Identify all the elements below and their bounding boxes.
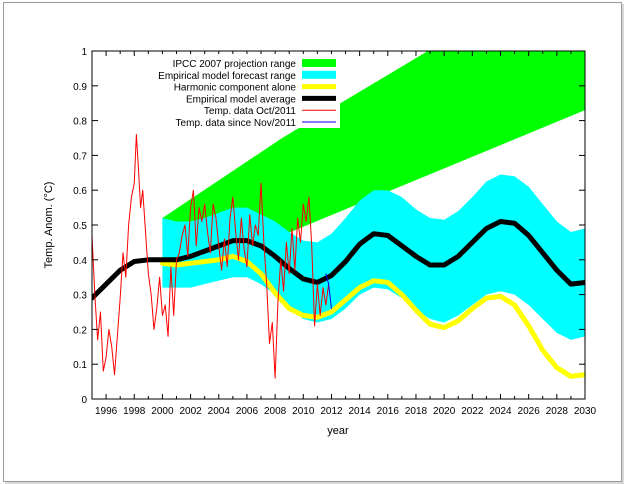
y-axis-label: Temp. Anom. (°C) [43,182,55,269]
x-tick-label: 2030 [574,406,597,417]
y-tick-label: 0.6 [73,186,87,197]
y-tick-label: 0.5 [73,221,87,232]
legend-swatch-empirical-model-forecast-range [302,70,336,79]
y-tick-label: 0.1 [73,360,87,371]
x-tick-label: 2002 [179,406,202,417]
x-tick-label: 2028 [546,406,569,417]
x-tick-label: 2024 [489,406,512,417]
y-tick-label: 1 [81,47,87,58]
y-tick-label: 0.7 [73,151,87,162]
x-tick-label: 2016 [377,406,400,417]
legend-label-empirical-model-forecast-range: Empirical model forecast range [158,71,296,82]
legend-label-harmonic-component-alone: Harmonic component alone [174,83,297,94]
y-tick-label: 0.2 [73,325,87,336]
bands-layer [162,51,585,340]
x-tick-label: 2010 [292,406,315,417]
legend-label-empirical-model-average: Empirical model average [186,94,296,105]
band-empirical-model-forecast-range [162,174,585,340]
x-tick-label: 1998 [123,406,146,417]
x-tick-label: 2018 [405,406,428,417]
y-tick-label: 0.3 [73,291,87,302]
legend-label-ipcc-2007-projection-range: IPCC 2007 projection range [173,59,297,70]
x-tick-label: 2000 [151,406,174,417]
x-tick-label: 2026 [518,406,541,417]
x-axis-label: year [327,425,349,437]
x-tick-label: 2006 [236,406,259,417]
y-tick-label: 0.9 [73,82,87,93]
series-temp-data-oct-2011 [92,134,330,379]
x-tick-label: 2020 [433,406,456,417]
legend-swatch-ipcc-2007-projection-range [302,59,336,67]
band-ipcc-2007-projection-range [162,51,585,243]
series-harmonic-component-alone [159,253,585,379]
x-tick-label: 2022 [461,406,484,417]
x-tick-label: 2014 [349,406,372,417]
series-empirical-model-average [92,219,585,301]
series-temp-data-since-nov-2011 [325,273,332,310]
x-tick-label: 2004 [208,406,231,417]
x-tick-label: 1996 [95,406,118,417]
lines-layer [92,134,585,379]
x-tick-label: 2012 [320,406,343,417]
x-tick-label: 2008 [264,406,287,417]
y-tick-label: 0.8 [73,117,87,128]
y-tick-label: 0 [81,395,87,406]
y-tick-label: 0.4 [73,256,87,267]
legend-label-temp-data-oct-2011: Temp. data Oct/2011 [204,106,297,117]
legend-label-temp-data-since-nov-2011: Temp. data since Nov/2011 [176,118,297,129]
